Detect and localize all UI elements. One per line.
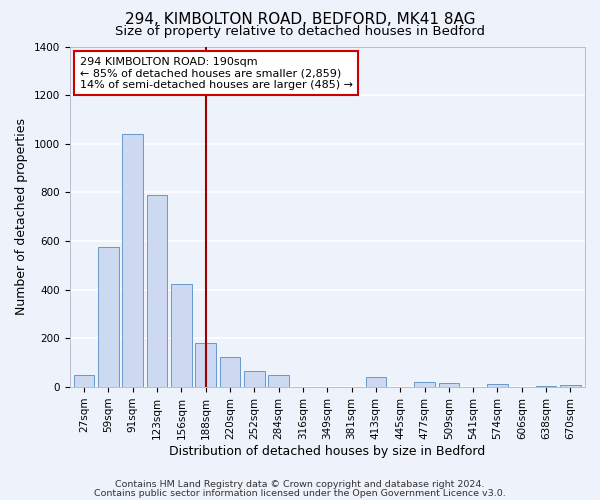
Y-axis label: Number of detached properties: Number of detached properties xyxy=(15,118,28,316)
Bar xyxy=(220,356,241,387)
Bar xyxy=(98,247,119,387)
Bar xyxy=(560,384,581,387)
Bar xyxy=(244,372,265,387)
Text: 294 KIMBOLTON ROAD: 190sqm
← 85% of detached houses are smaller (2,859)
14% of s: 294 KIMBOLTON ROAD: 190sqm ← 85% of deta… xyxy=(80,56,353,90)
Bar xyxy=(171,284,192,387)
X-axis label: Distribution of detached houses by size in Bedford: Distribution of detached houses by size … xyxy=(169,444,485,458)
Bar xyxy=(487,384,508,387)
Bar xyxy=(536,386,556,387)
Bar xyxy=(74,375,94,387)
Text: Size of property relative to detached houses in Bedford: Size of property relative to detached ho… xyxy=(115,25,485,38)
Bar xyxy=(268,375,289,387)
Text: Contains HM Land Registry data © Crown copyright and database right 2024.: Contains HM Land Registry data © Crown c… xyxy=(115,480,485,489)
Bar xyxy=(439,384,459,387)
Bar xyxy=(365,378,386,387)
Text: Contains public sector information licensed under the Open Government Licence v3: Contains public sector information licen… xyxy=(94,488,506,498)
Bar xyxy=(147,195,167,387)
Bar xyxy=(414,382,435,387)
Text: 294, KIMBOLTON ROAD, BEDFORD, MK41 8AG: 294, KIMBOLTON ROAD, BEDFORD, MK41 8AG xyxy=(125,12,475,28)
Bar xyxy=(196,344,216,387)
Bar xyxy=(122,134,143,387)
